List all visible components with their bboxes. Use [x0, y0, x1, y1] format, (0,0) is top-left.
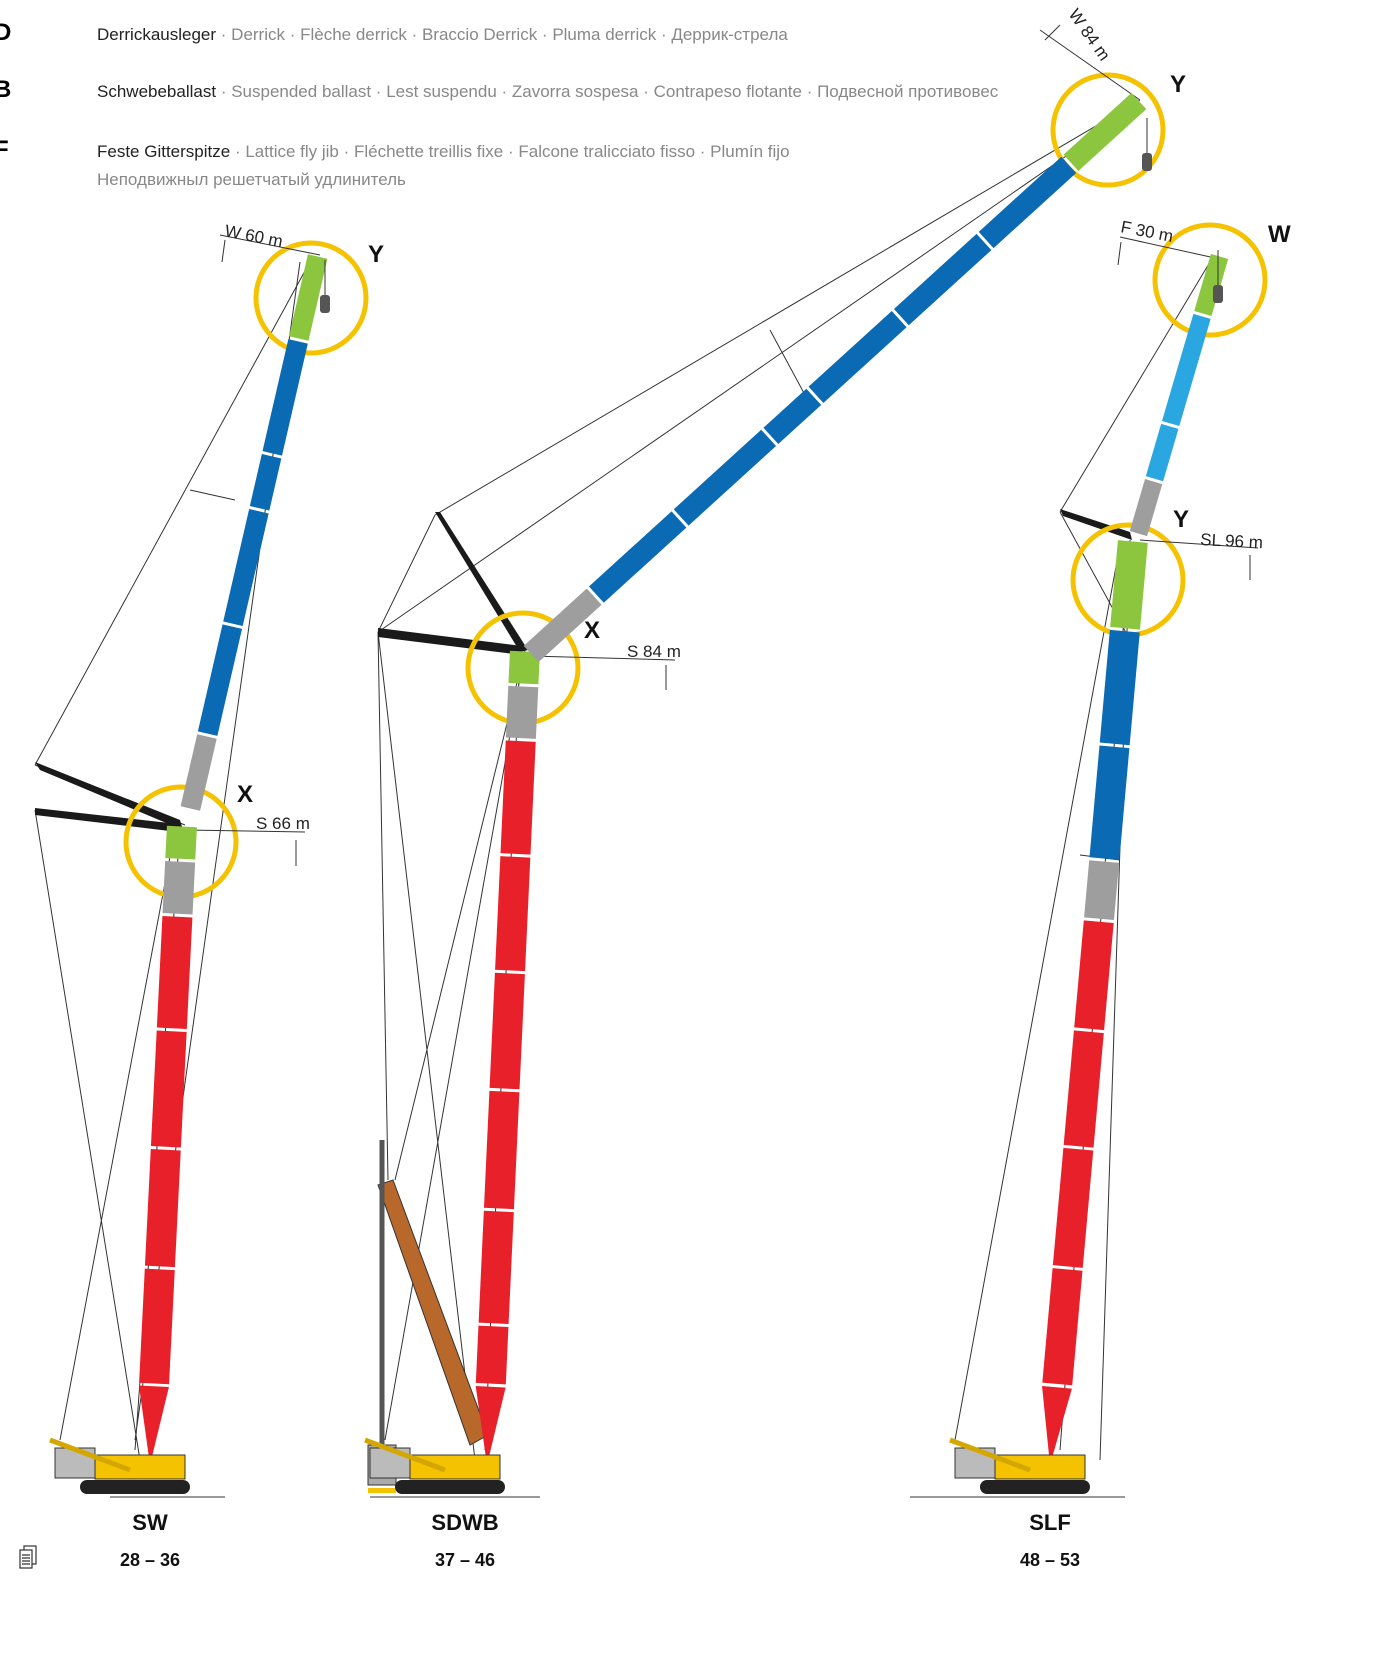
derrick-arm: [35, 762, 183, 830]
legend-key: F: [0, 136, 9, 163]
boom-section: [1074, 920, 1114, 1031]
point-label: Y: [1170, 71, 1186, 98]
boom-section: [763, 388, 822, 445]
hook-block: [1213, 285, 1223, 303]
page-range: 28 – 36: [120, 1550, 180, 1570]
legend-key: D: [0, 19, 11, 46]
legend-term: Derrickausleger: [97, 25, 216, 44]
boom-section: [505, 685, 539, 739]
page-range: 48 – 53: [1020, 1550, 1080, 1570]
point-label: X: [584, 617, 600, 644]
boom-foot: [475, 1386, 506, 1465]
legend-translations: · Derrick · Flèche derrick · Braccio Der…: [221, 25, 789, 44]
boom-section: [523, 588, 602, 663]
boom-section: [156, 915, 193, 1030]
drawing: [19, 24, 1268, 1569]
boom-section: [495, 856, 531, 972]
derrick-arm: [35, 808, 178, 832]
dimension-label: W 60 m: [223, 221, 284, 251]
boom-section: [588, 511, 687, 603]
derrick-arm: [1060, 509, 1132, 540]
boom-section: [500, 740, 536, 855]
boom-section: [673, 429, 777, 526]
highlight-ring: [1152, 222, 1268, 338]
point-label: W: [1268, 221, 1291, 248]
dimension-label: S 66 m: [256, 814, 310, 833]
boom-section: [289, 254, 328, 341]
a-frame: [949, 1437, 1031, 1473]
boom-section: [262, 339, 308, 456]
point-label: Y: [368, 241, 384, 268]
ballast-tray: [377, 1179, 489, 1446]
page-range: 37 – 46: [435, 1550, 495, 1570]
boom-section: [475, 1325, 509, 1385]
highlight-ring: [253, 240, 369, 356]
boom-section: [489, 972, 525, 1090]
boom-section: [165, 825, 197, 860]
legend-translations: Неподвижныл решетчатый удлинитель: [97, 170, 406, 189]
crawler-track: [80, 1480, 190, 1494]
dimension-label: F 30 m: [1119, 217, 1175, 246]
boom-section: [478, 1210, 514, 1325]
boom-section: [139, 1268, 175, 1385]
boom-section: [1145, 423, 1179, 482]
hook-block: [1142, 153, 1152, 171]
boom-section: [508, 650, 540, 685]
doc-icon: [19, 1545, 37, 1569]
point-label: Y: [1173, 506, 1189, 533]
boom-section: [1084, 860, 1120, 921]
boom-section: [483, 1090, 520, 1210]
legend-term: Schwebeballast: [97, 82, 216, 101]
boom-section: [1110, 540, 1148, 630]
dimension-label: S 84 m: [627, 642, 681, 661]
legend-text: Derrickausleger · Derrick · Flèche derri…: [97, 25, 788, 44]
highlight-ring: [1050, 72, 1166, 188]
legend-translations: · Suspended ballast · Lest suspendu · Za…: [221, 82, 999, 101]
boom-section: [1063, 1030, 1104, 1148]
boom-foot: [138, 1385, 169, 1465]
point-label: X: [237, 781, 253, 808]
legend-term: Feste Gitterspitze: [97, 142, 230, 161]
boom-section: [1129, 479, 1163, 537]
legend-text: Schwebeballast · Suspended ballast · Les…: [97, 82, 999, 101]
derrick-arm: [378, 628, 522, 655]
boom-section: [978, 156, 1077, 249]
crawler-track: [980, 1480, 1090, 1494]
superstructure: [994, 1454, 1086, 1480]
boom-foot: [1042, 1385, 1072, 1465]
boom-section: [162, 860, 196, 915]
boom-section: [1042, 1268, 1083, 1386]
boom-section: [180, 734, 217, 811]
boom-section: [893, 233, 992, 326]
dimension-line: [184, 24, 1259, 866]
boom-section: [1099, 629, 1140, 746]
hook-block: [320, 295, 330, 313]
crane-name: SLF: [1029, 1510, 1071, 1535]
a-frame: [364, 1437, 446, 1473]
dimension-label: W 84 m: [1065, 5, 1114, 64]
legend-text: Feste Gitterspitze · Lattice fly jib · F…: [97, 142, 790, 161]
crawler-track: [395, 1480, 505, 1494]
superstructure: [94, 1454, 186, 1480]
boom-section: [223, 508, 269, 626]
boom-section: [150, 1030, 187, 1148]
a-frame: [49, 1437, 131, 1473]
legend-key: B: [0, 76, 11, 103]
boom-section: [1194, 253, 1229, 317]
boom-section: [1089, 745, 1130, 860]
boom-section: [249, 454, 282, 511]
boom-section: [1052, 1147, 1094, 1268]
boom-section: [144, 1148, 181, 1268]
ballast-base: [368, 1488, 396, 1493]
crane-name: SW: [132, 1510, 168, 1535]
crane-name: SDWB: [431, 1510, 498, 1535]
boom-section: [1063, 92, 1147, 171]
legend-translations: · Lattice fly jib · Fléchette treillis f…: [235, 142, 790, 161]
boom-section: [808, 310, 907, 403]
boom-section: [1162, 313, 1211, 427]
dimension-label: SL 96 m: [1200, 530, 1264, 552]
superstructure: [409, 1454, 501, 1480]
boom-section: [197, 624, 243, 736]
